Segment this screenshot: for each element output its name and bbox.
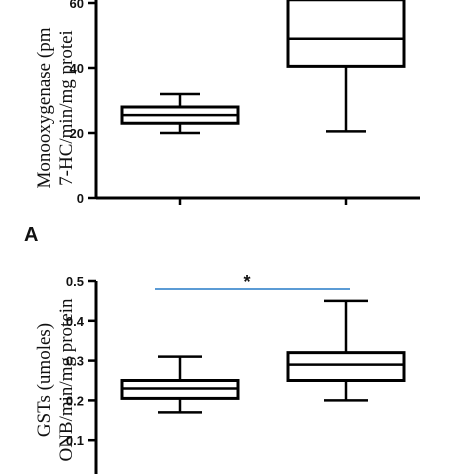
significance-star: * (243, 272, 250, 292)
top-chart: Monooxygenase (pm 7-HC/min/mg protei 0 20… (34, 0, 420, 206)
top-y-tick-label-0: 0 (77, 191, 84, 206)
bottom-chart: GSTs (umoles) ONB/min/mg protein 0.10.20… (34, 272, 406, 474)
bottom-y-tick-label-2: 0.3 (66, 354, 84, 369)
top-ylabel-line2: 7-HC/min/mg protei (56, 30, 77, 186)
bottom-axes: 0.1 0.2 0.3 0.4 0.5 (66, 274, 98, 474)
top-y-tick-label-1: 20 (70, 126, 84, 141)
bottom-y-tick-label-4: 0.5 (66, 274, 84, 289)
top-y-tick-label-2: 40 (70, 61, 84, 76)
top-y-tick-label-3: 60 (70, 0, 84, 11)
top-boxes (120, 0, 406, 135)
top-ylabel-line1: Monooxygenase (pm (34, 27, 55, 188)
bottom-y-tick-label-3: 0.4 (66, 314, 85, 329)
bottom-box-1 (286, 351, 406, 383)
bottom-boxes (120, 299, 406, 414)
panel-label-a: A (24, 224, 38, 246)
bottom-y-tick-label-1: 0.2 (66, 393, 84, 408)
bottom-ylabel-line1: GSTs (umoles) (34, 323, 55, 437)
bottom-y-tick-label-0: 0.1 (66, 433, 84, 448)
top-axes: 0 20 40 60 (70, 0, 420, 206)
top-box-1 (286, 0, 406, 68)
bottom-ylabel-line2: ONB/min/mg protein (56, 298, 77, 462)
